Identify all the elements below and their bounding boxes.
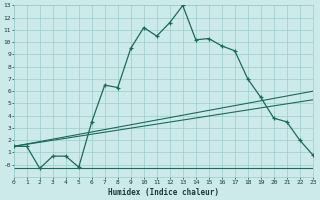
X-axis label: Humidex (Indice chaleur): Humidex (Indice chaleur) bbox=[108, 188, 219, 197]
